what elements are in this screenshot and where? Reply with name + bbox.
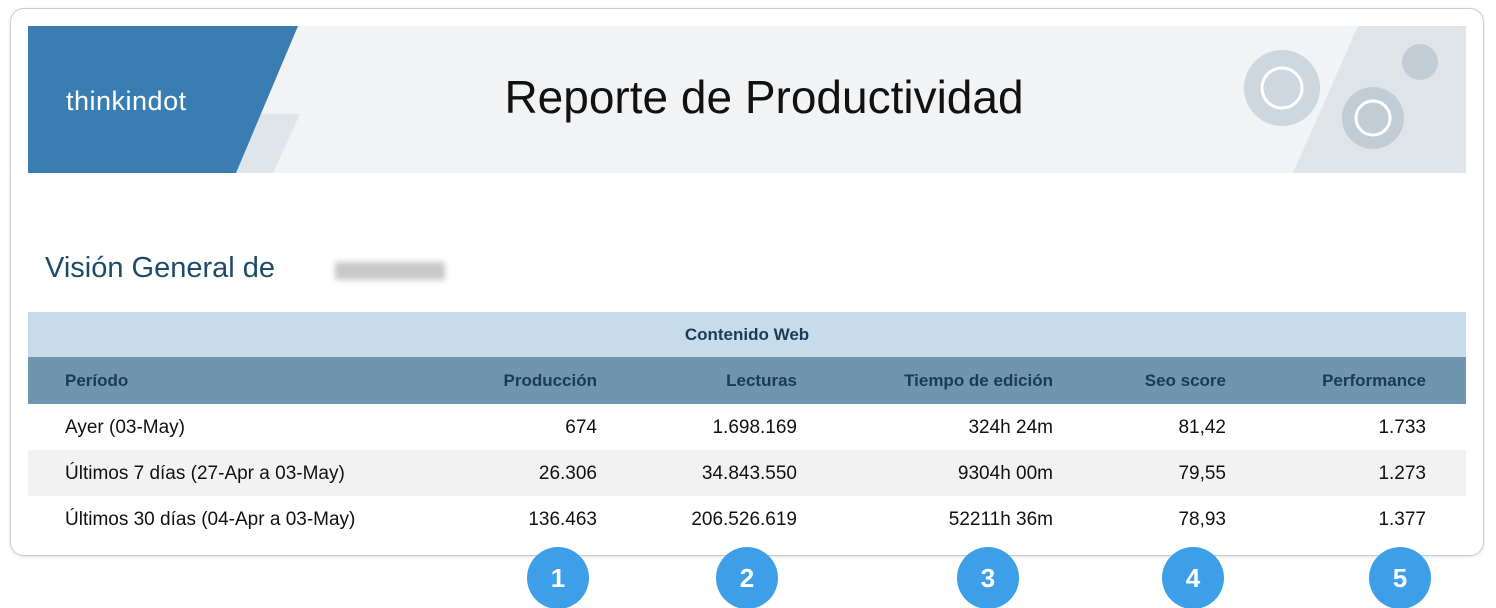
value-cell: 1.377 (1378, 509, 1426, 530)
table-row (28, 496, 1466, 542)
column-header: Tiempo de edición (904, 371, 1053, 390)
value-cell: 1.273 (1378, 463, 1426, 484)
group-header: Contenido Web (684, 325, 810, 344)
number-badge: 1 (527, 547, 589, 608)
value-cell: 34.843.550 (701, 463, 797, 484)
column-header: Producción (503, 371, 597, 390)
column-header: Período (65, 371, 129, 390)
value-cell: 52211h 36m (948, 509, 1053, 530)
value-cell: 9304h 00m (957, 463, 1053, 484)
value-cell: 324h 24m (968, 417, 1053, 438)
value-cell: 79,55 (1178, 463, 1226, 484)
column-header-bar (28, 357, 1466, 404)
value-cell: 26.306 (538, 463, 597, 484)
column-header: Lecturas (726, 371, 797, 390)
value-cell: 78,93 (1178, 509, 1226, 530)
overview-title: Visión General de (45, 252, 276, 284)
value-cell: 81,42 (1178, 417, 1226, 438)
value-cell: 674 (565, 417, 597, 438)
value-cell: 1.698.169 (712, 417, 797, 438)
number-badge: 2 (716, 547, 778, 608)
table-row (28, 404, 1466, 450)
table-row (28, 450, 1466, 496)
period-cell: Últimos 7 días (27-Apr a 03-May) (65, 463, 345, 484)
column-header: Performance (1322, 371, 1426, 390)
number-badge: 3 (957, 547, 1019, 608)
report-title: Reporte de Productividad (504, 71, 1024, 123)
number-badge: 4 (1162, 547, 1224, 608)
header-banner (28, 26, 1466, 173)
redacted-name (335, 262, 445, 280)
value-cell: 1.733 (1378, 417, 1426, 438)
value-cell: 136.463 (528, 509, 597, 530)
logo: thinkindot (66, 86, 187, 116)
period-cell: Últimos 30 días (04-Apr a 03-May) (65, 509, 356, 530)
value-cell: 206.526.619 (691, 509, 797, 530)
group-header-bar (28, 312, 1466, 357)
column-header: Seo score (1144, 371, 1226, 390)
number-badge: 5 (1369, 547, 1431, 608)
period-cell: Ayer (03-May) (65, 417, 186, 438)
